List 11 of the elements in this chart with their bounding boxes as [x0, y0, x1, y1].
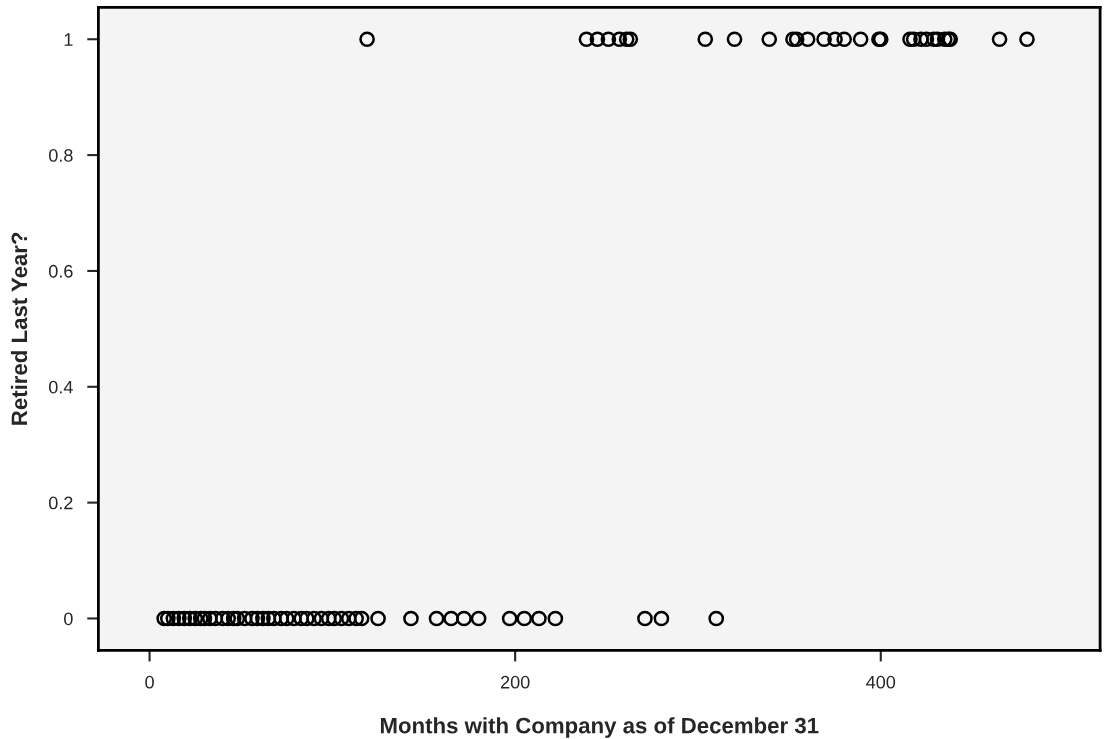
y-tick-label: 0.8	[48, 149, 73, 162]
y-axis-title: Retired Last Year?	[10, 232, 28, 425]
y-tick-label: 0	[64, 612, 73, 626]
x-axis-title: Months with Company as of December 31	[380, 717, 819, 738]
x-tick-label: 0	[145, 675, 154, 689]
x-tick-label: 200	[501, 675, 530, 689]
y-tick-label: 0.6	[48, 264, 73, 278]
y-tick-label: 1	[64, 33, 73, 46]
y-tick-label: 0.2	[48, 496, 73, 510]
y-tick-label: 0.4	[48, 380, 73, 394]
x-tick-label: 400	[866, 675, 896, 689]
